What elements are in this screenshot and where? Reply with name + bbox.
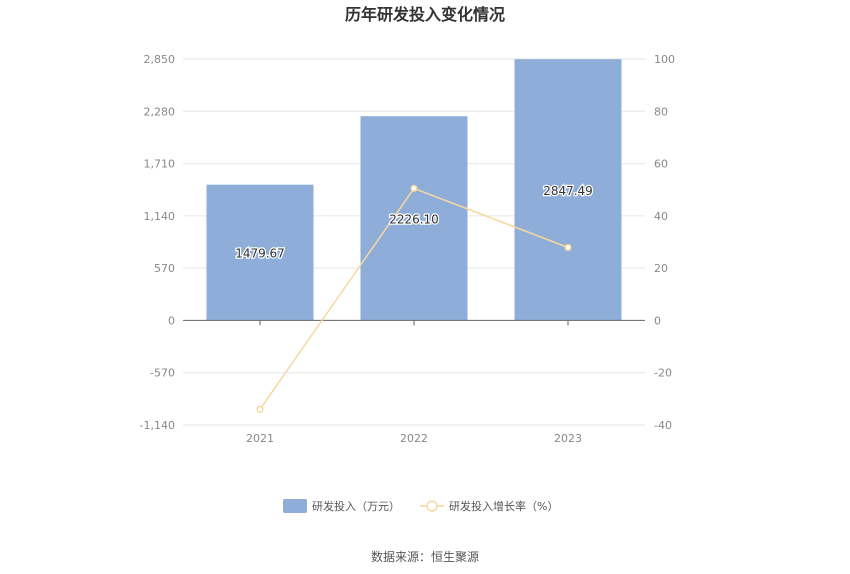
y-right-tick-label: 0: [654, 314, 661, 327]
growth-point: [410, 184, 418, 192]
bar-value-label: 2226.10: [389, 212, 439, 226]
y-left-tick-label: 1,140: [144, 210, 176, 223]
y-right-tick-label: 60: [654, 158, 668, 171]
x-tick-label: 2021: [246, 432, 274, 445]
legend: 研发投入（万元） 研发投入增长率（%）: [283, 499, 558, 513]
y-right-tick-label: 40: [654, 210, 668, 223]
bar: [514, 59, 622, 321]
bar: [206, 184, 314, 321]
y-left-tick-label: 2,850: [144, 53, 176, 66]
bar-value-label: 1479.67: [235, 247, 285, 261]
growth-point: [256, 405, 264, 413]
y-right-tick-label: 100: [654, 53, 675, 66]
y-right-tick-label: -40: [654, 419, 672, 432]
legend-line-label: 研发投入增长率（%）: [449, 499, 558, 513]
growth-point: [564, 243, 572, 252]
bar: [360, 116, 468, 321]
y-right-tick-label: 80: [654, 105, 668, 118]
data-source: 数据来源：恒生聚源: [371, 549, 479, 564]
y-left-tick-label: -1,140: [140, 419, 175, 432]
y-left-tick-label: 2,280: [144, 105, 176, 118]
label-layer: 1479.67 2226.10 2847.49: [234, 183, 594, 262]
x-tick-label: 2022: [400, 432, 428, 445]
y-left-tick-label: 1,710: [144, 158, 176, 171]
line-layer: [256, 184, 572, 413]
legend-line-marker: [426, 500, 438, 512]
y-left-tick-label: 570: [154, 262, 175, 275]
x-tick-label: 2023: [554, 432, 582, 445]
bar-value-label: 2847.49: [543, 184, 593, 198]
legend-bar-swatch: [283, 499, 307, 513]
y-left-tick-label: 0: [168, 314, 175, 327]
y-right-tick-label: -20: [654, 367, 672, 380]
y-left-tick-label: -570: [150, 367, 175, 380]
y-right-tick-label: 20: [654, 262, 668, 275]
axis-layer: 2,850 2,280 1,710 1,140 570 0 -570 -1,140 100 80 6…: [140, 53, 675, 445]
bar-layer: [206, 59, 622, 321]
chart-title: 历年研发投入变化情况: [345, 5, 505, 24]
legend-bar-label: 研发投入（万元）: [312, 499, 400, 513]
